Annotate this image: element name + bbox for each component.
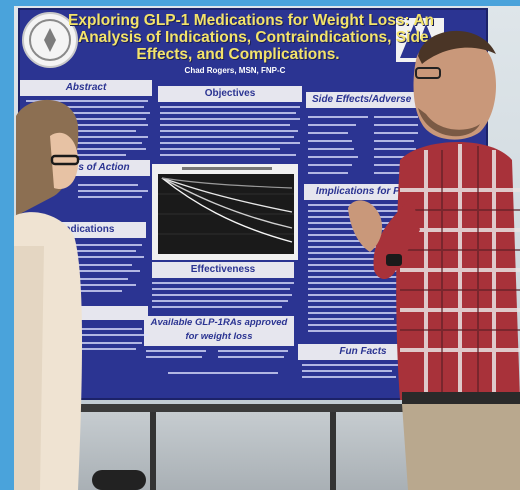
seal-icon: [29, 19, 71, 61]
available-header: Available GLP-1RAs approved for weight l…: [144, 316, 294, 346]
moa-heading: ...s of Action: [70, 162, 130, 173]
moa-header: ...s of Action: [70, 160, 150, 176]
title-line-2: Analysis of Indications, Contraindicatio…: [78, 29, 429, 46]
easel-leg-right: [330, 412, 336, 490]
object-on-floor: [92, 470, 146, 490]
bottom-left-header: [70, 306, 148, 320]
effectiveness-header: Effectiveness: [152, 262, 294, 278]
poster-title: Exploring GLP-1 Medications for Weight L…: [68, 12, 434, 63]
left-border: [0, 0, 14, 490]
available-heading-2: for weight loss: [185, 331, 253, 342]
title-line-1: Exploring GLP-1 Medications for Weight L…: [68, 12, 434, 29]
abstract-heading: Abstract: [65, 82, 107, 93]
abstract-header: Abstract: [20, 80, 152, 96]
top-border: [0, 0, 520, 6]
poster-weight-loss-graph: [152, 164, 298, 260]
man-figure: [348, 30, 520, 490]
easel-leg-left: [150, 412, 156, 490]
fun-facts-header: Fun Facts: [298, 344, 428, 360]
effectiveness-heading: Effectiveness: [190, 264, 256, 275]
objectives-header: Objectives: [158, 86, 302, 102]
objectives-heading: Objectives: [204, 88, 256, 99]
title-line-3: Effects, and Complications.: [136, 46, 340, 63]
university-seal-logo: [22, 12, 78, 68]
fun-facts-heading: Fun Facts: [339, 346, 387, 357]
woman-figure: [14, 99, 82, 490]
easel-bar: [78, 404, 408, 412]
indications-heading: Indications: [61, 224, 115, 235]
implications-heading: Implications for Practice: [315, 186, 433, 197]
poster-author: Chad Rogers, MSN, FNP-C: [184, 66, 286, 75]
available-heading-1: Available GLP-1RAs approved: [150, 317, 288, 328]
side-effects-heading: Side Effects/Adverse: [312, 94, 412, 105]
